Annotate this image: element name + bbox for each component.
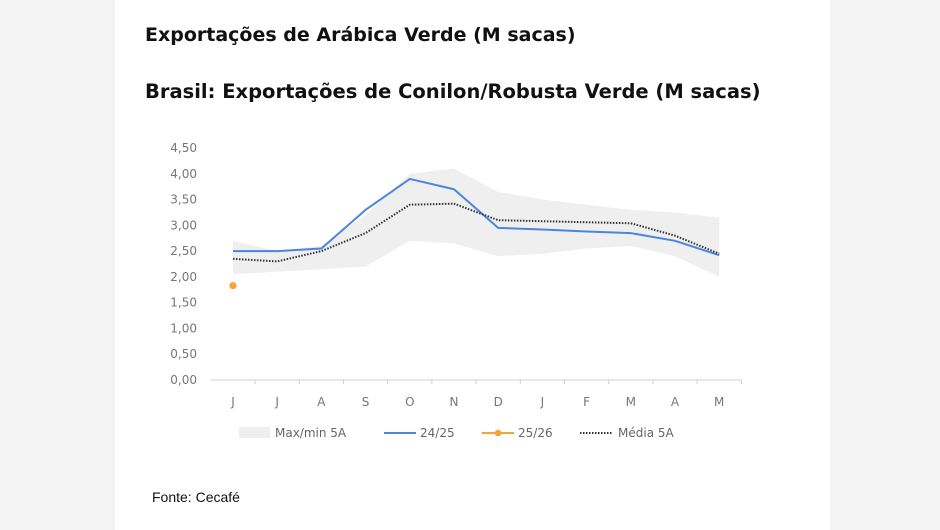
chart-title-top: Exportações de Arábica Verde (M sacas) [145,24,576,46]
source-note: Fonte: Cecafé [152,489,240,505]
axis-layer: 0,00 0,50 1,00 1,50 2,00 2,50 3,00 3,50 4,00 4,50… [170,141,742,409]
x-tick-label: S [362,395,370,409]
legend-item-25-26-marker [494,429,502,437]
legend-item-25-26-label: 25/26 [518,426,553,440]
line-24-25 [233,177,720,257]
x-tick-label: J [230,395,235,409]
chart-card: Exportações de Arábica Verde (M sacas) B… [115,0,830,530]
x-tick-label: M [714,395,724,409]
y-tick-label: 1,50 [170,296,197,310]
y-tick-label: 4,50 [170,141,197,155]
legend-label-band: Max/min 5A [275,426,347,440]
chart-title: Brasil: Exportações de Conilon/Robusta V… [145,80,761,103]
y-tick-label: 0,50 [170,347,197,361]
x-tick-label: J [274,395,279,409]
y-tick-label: 0,00 [170,373,197,387]
band-max-min [233,168,720,277]
y-tick-label: 4,00 [170,167,197,181]
x-tick-label: M [626,395,636,409]
y-tick-label: 3,50 [170,193,197,207]
legend-item-24-25-label: 24/25 [420,426,455,440]
x-tick-label: J [540,395,545,409]
chart-legend: Max/min 5A 24/25 25/26 Média 5A [239,426,674,440]
x-tick-label: A [671,395,680,409]
x-tick-label: N [450,395,459,409]
y-tick-label: 2,00 [170,270,197,284]
legend-swatch-band [239,427,270,438]
band-layer [233,168,720,277]
y-tick-label: 3,00 [170,218,197,232]
x-tick-label: D [494,395,503,409]
y-tick-label: 1,00 [170,321,197,335]
line-chart: 0,00 0,50 1,00 1,50 2,00 2,50 3,00 3,50 4,00 4,50… [170,141,742,440]
series-layer [229,177,720,290]
x-tick-label: F [583,395,590,409]
point-25-26 [229,282,237,290]
y-tick-label: 2,50 [170,244,197,258]
legend-item-media-5a-label: Média 5A [618,426,674,440]
x-tick-label: O [405,395,414,409]
x-tick-label: A [317,395,326,409]
line-media-5a [232,202,720,263]
